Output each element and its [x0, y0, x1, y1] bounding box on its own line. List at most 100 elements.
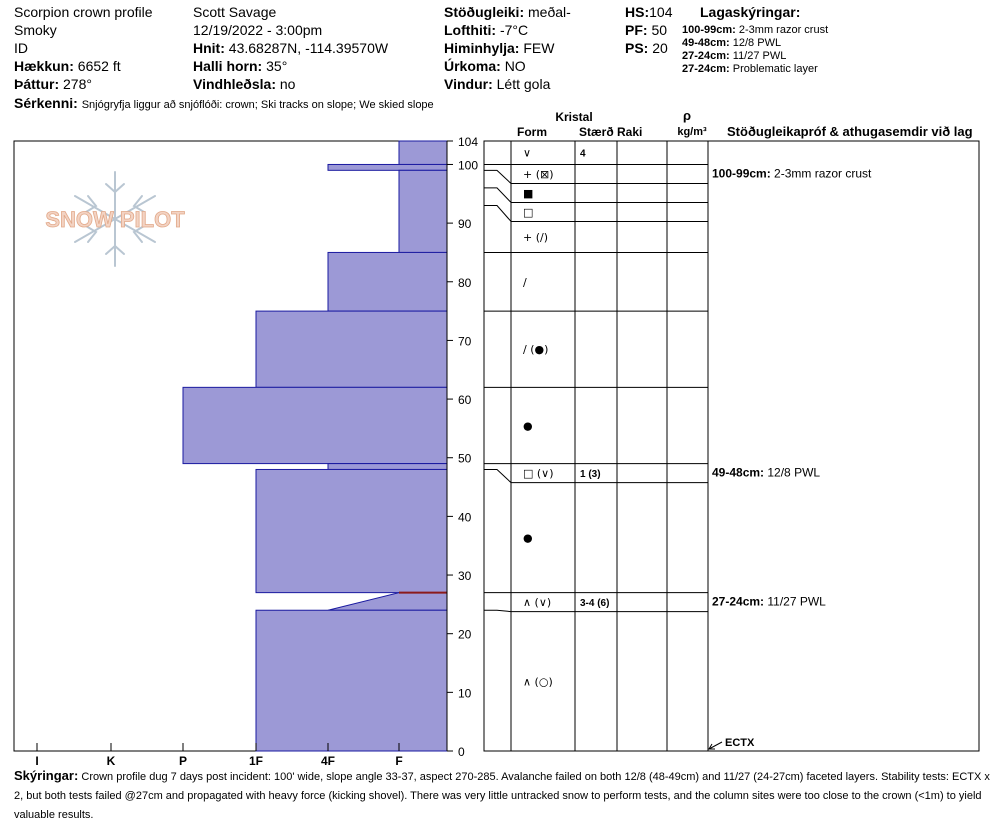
legend-item: 49-48cm: 12/8 PWL: [682, 37, 781, 50]
coords-field: Hnit: 43.68287N, -114.39570W: [193, 39, 388, 57]
wind-loading-field: Vindhleðsla: no: [193, 75, 295, 93]
test-pointer: [708, 741, 723, 750]
layer-comment: 49-48cm: 12/8 PWL: [712, 466, 820, 480]
depth-tick-label: 70: [458, 334, 472, 348]
stability-value: meðal-: [528, 4, 571, 20]
hardness-bar: [398, 169, 448, 253]
legend-item: 27-24cm: Problematic layer: [682, 63, 818, 76]
layer-table-frame: [483, 140, 980, 752]
layer-grain-form: ●: [523, 532, 533, 545]
hardness-bar: [255, 609, 448, 752]
sky-value: FEW: [523, 40, 555, 56]
ps-value: 20: [652, 40, 668, 56]
precip-field: Úrkoma: NO: [444, 57, 526, 75]
hardness-bar: [327, 251, 448, 312]
size-header: Stærð: [579, 125, 614, 139]
pf-field: PF: 50: [625, 21, 667, 39]
ps-field: PS: 20: [625, 39, 668, 57]
wind-loading-value: no: [279, 76, 296, 92]
layer-grain-form: ∨: [523, 147, 531, 160]
aspect-field: Þáttur: 278°: [14, 75, 92, 93]
stability-label: Stöðugleiki:: [444, 4, 525, 20]
form-header: Form: [517, 125, 547, 139]
stability-field: Stöðugleiki: meðal-: [444, 3, 571, 21]
layer-grain-form: □: [523, 206, 533, 219]
sky-label: Himinhylja:: [444, 40, 520, 56]
sky-field: Himinhylja: FEW: [444, 39, 554, 57]
slope-field: Halli horn: 35°: [193, 57, 287, 75]
wind-label: Vindur:: [444, 76, 493, 92]
snow-profile-chart: SNOW PILOT I K P 1F 4F F 0 10 20 30 40 50 60 70 80 90 1…: [13, 108, 980, 765]
notes-section: Skýringar: Crown profile dug 7 days post…: [14, 766, 992, 825]
hardness-tick-label: P: [179, 754, 187, 765]
depth-connector: [484, 187, 512, 203]
layer-grain-size: 4: [580, 149, 586, 160]
wind-loading-label: Vindhleðsla:: [193, 76, 276, 92]
slope-value: 35°: [266, 58, 288, 74]
hardness-bar: [327, 163, 448, 171]
layer-grain-form: + (⊠): [523, 168, 554, 181]
layer-grain-form: ●: [523, 419, 533, 432]
logo-text: SNOW PILOT: [45, 207, 185, 232]
crystal-header: Kristal: [555, 110, 592, 124]
notes-text: Crown profile dug 7 days post incident: …: [14, 771, 990, 821]
layer-grain-form: ∧ (∨): [523, 596, 551, 609]
hardness-bar: [255, 310, 448, 388]
depth-tick-label: 40: [458, 510, 472, 524]
depth-tick-label: 10: [458, 686, 472, 700]
pf-label: PF:: [625, 22, 648, 38]
crystal-column-headers: Kristal Form Stærð Raki ρ kg/m³ Stöðugle…: [517, 108, 973, 139]
layer-comment-text: 2-3mm razor crust: [774, 166, 872, 180]
depth-connector: [484, 169, 512, 184]
hardness-bar: [182, 386, 448, 465]
range-name: Smoky: [14, 22, 57, 38]
depth-tick-label: 100: [458, 158, 478, 172]
pf-value: 50: [651, 22, 668, 38]
legend-range: 27-24cm:: [682, 63, 730, 75]
coords-value: 43.68287N, -114.39570W: [228, 40, 389, 56]
layer-grain-form: ■: [523, 187, 533, 200]
layer-rows: ∨ 4 + (⊠) ■ □ + (∕) ∕ ∕ (●) ● □ (∨) 1 (3) ● ∧ (∨) 3-4…: [484, 147, 708, 688]
precip-label: Úrkoma:: [444, 58, 501, 74]
ps-label: PS:: [625, 40, 649, 56]
features-field: Sérkenni: Snjógryfja liggur að snjóflóði…: [14, 94, 434, 114]
depth-tick-label: 90: [458, 217, 472, 231]
legend-title: Lagaskýringar:: [700, 4, 801, 20]
test-arrow: [708, 743, 715, 750]
hardness-bar: [398, 140, 448, 165]
aspect-value: 278°: [63, 76, 92, 92]
depth-connector: [484, 468, 512, 483]
depth-connector: [484, 205, 512, 222]
layer-comment-range: 100-99cm:: [712, 166, 774, 180]
depth-tick-label: 80: [458, 276, 472, 290]
test-label: ECTX: [725, 737, 755, 749]
tests-header: Stöðugleikapróf & athugasemdir við lag: [727, 124, 973, 139]
hardness-bars: [182, 140, 448, 752]
profile-title: Scorpion crown profile: [14, 4, 153, 20]
layer-comment-range: 27-24cm:: [712, 595, 767, 609]
depth-tick-label: 0: [458, 745, 465, 759]
elevation-value: 6652 ft: [77, 58, 121, 74]
legend-range: 49-48cm:: [682, 37, 730, 49]
depth-tick-label: 104: [458, 135, 478, 149]
wind-value: Létt gola: [496, 76, 551, 92]
air-temp-value: -7°C: [499, 22, 529, 38]
depth-tick-label: 20: [458, 628, 472, 642]
hardness-tick-label: I: [35, 754, 38, 765]
rho-header: ρ: [683, 108, 691, 123]
moisture-header: Raki: [617, 125, 642, 139]
hs-label: HS:: [625, 4, 650, 20]
hs-value: 104: [649, 4, 673, 20]
legend-text: Problematic layer: [732, 63, 818, 75]
layer-grain-form: ∧ (○): [523, 675, 553, 688]
observer-name: Scott Savage: [193, 4, 277, 20]
layer-grain-size: 1 (3): [580, 469, 601, 480]
layer-comment-range: 49-48cm:: [712, 466, 767, 480]
layer-comment-text: 11/27 PWL: [767, 595, 826, 609]
elevation-label: Hækkun:: [14, 58, 74, 74]
legend-text: 11/27 PWL: [732, 50, 787, 62]
features-label: Sérkenni:: [14, 95, 78, 111]
air-temp-label: Lofthiti:: [444, 22, 497, 38]
hardness-bar: [327, 592, 448, 611]
notes-label: Skýringar:: [14, 768, 79, 783]
